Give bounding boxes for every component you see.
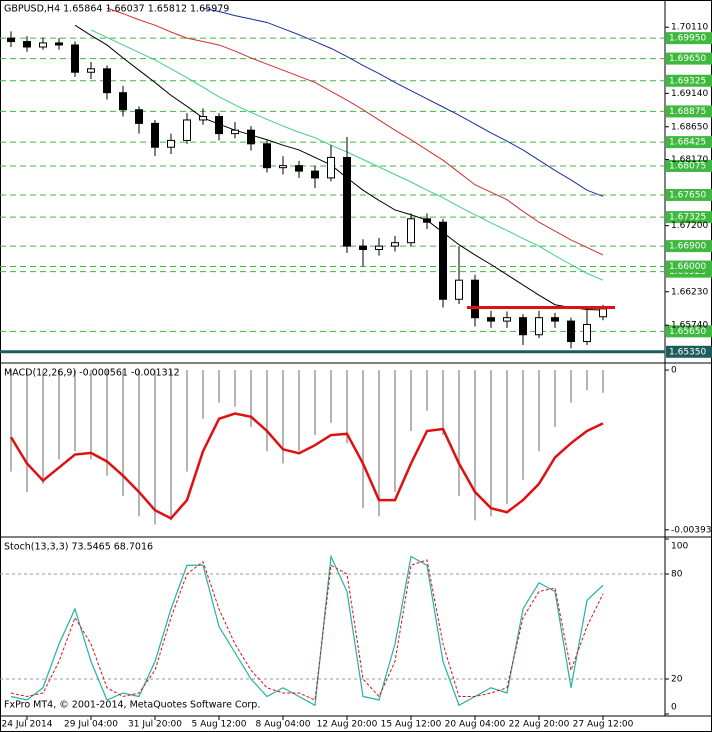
candle-body xyxy=(71,44,79,73)
candle-body xyxy=(471,279,479,319)
x-tick-label: 27 Aug 12:00 xyxy=(573,720,634,730)
level-label-box xyxy=(666,240,712,253)
x-tick-label: 12 Aug 20:00 xyxy=(317,720,378,730)
y-tick-label: 1.68170 xyxy=(671,155,708,165)
level-label: 1.68875 xyxy=(669,107,706,117)
level-label: 1.68075 xyxy=(669,161,706,171)
candle-body xyxy=(215,116,223,135)
y-tick-label: 20 xyxy=(671,675,683,685)
level-label: 1.68425 xyxy=(669,138,706,148)
y-tick-label: 1.68650 xyxy=(671,122,708,132)
candle-body xyxy=(503,317,511,322)
level-label-box xyxy=(666,52,712,65)
y-tick-label: 0 xyxy=(671,703,677,713)
candle-body xyxy=(295,165,303,172)
candle-body xyxy=(423,218,431,223)
level-label-box xyxy=(666,325,712,338)
candle-body xyxy=(487,317,495,322)
level-label: 1.67650 xyxy=(669,190,706,200)
y-tick-label: 100 xyxy=(671,542,688,552)
moving-average xyxy=(202,7,604,197)
moving-average xyxy=(74,24,604,311)
candle-body xyxy=(231,129,239,135)
candle-body xyxy=(599,308,607,318)
x-tick-label: 24 Jul 2014 xyxy=(2,720,53,730)
candle-body xyxy=(55,42,63,46)
level-label-box xyxy=(666,136,712,149)
candle-body xyxy=(39,42,47,48)
candle-body xyxy=(311,170,319,179)
candle-body xyxy=(279,165,287,169)
macd-title: MACD(12,26,9) -0.000561 -0.001312 xyxy=(4,368,180,379)
level-label: 1.66000 xyxy=(669,262,706,272)
symbol-title: GBPUSD,H4 1.65864 1.66037 1.65812 1.6597… xyxy=(4,4,229,15)
candle-body xyxy=(263,143,271,169)
y-tick-label: 1.70110 xyxy=(671,23,708,33)
level-label-box xyxy=(666,74,712,87)
y-tick-label: 0 xyxy=(671,366,677,376)
candle-body xyxy=(535,317,543,336)
candle-body xyxy=(183,119,191,141)
x-tick-label: 29 Jul 04:00 xyxy=(64,720,118,730)
level-label-box xyxy=(666,159,712,172)
candle-body xyxy=(391,242,399,247)
candle-body xyxy=(551,317,559,322)
support-label: 1.65350 xyxy=(669,347,706,357)
x-tick-label: 15 Aug 12:00 xyxy=(381,720,442,730)
candle-body xyxy=(343,156,351,247)
level-label: 1.67325 xyxy=(669,213,706,223)
level-label: 1.65650 xyxy=(669,327,706,337)
y-tick-label: 1.67200 xyxy=(671,221,708,231)
candle-body xyxy=(375,245,383,251)
candle-body xyxy=(135,109,143,124)
macd-signal xyxy=(9,412,604,520)
moving-average xyxy=(106,7,604,256)
candle-body xyxy=(23,41,31,48)
x-tick-label: 8 Aug 04:00 xyxy=(256,720,311,730)
candle-body xyxy=(247,129,255,145)
chart-content: 1.69950 1.69650 1.69325 1.68875 1.68425 1.680… xyxy=(0,7,712,730)
y-tick-label: 1.69140 xyxy=(671,89,708,99)
stoch-title: Stoch(13,3,3) 73.5465 68.7016 xyxy=(4,542,153,553)
candle-body xyxy=(327,156,335,179)
stoch-signal xyxy=(10,559,604,701)
level-label: 1.69650 xyxy=(669,54,706,64)
candle-body xyxy=(583,324,591,343)
support-label-box xyxy=(666,345,712,358)
stoch-main xyxy=(10,554,604,707)
candle-body xyxy=(407,218,415,244)
level-label-box xyxy=(666,211,712,224)
y-tick-label: -0.003933 xyxy=(671,525,712,535)
level-label: 1.69325 xyxy=(669,76,706,86)
candle-body xyxy=(87,68,95,73)
candle-body xyxy=(103,68,111,94)
x-tick-label: 22 Aug 20:00 xyxy=(509,720,570,730)
candle-body xyxy=(151,122,159,148)
y-tick-label: 1.66230 xyxy=(671,287,708,297)
candle-body xyxy=(519,317,527,336)
candle-body xyxy=(359,245,367,251)
candle-body xyxy=(119,92,127,111)
x-tick-label: 31 Jul 20:00 xyxy=(128,720,182,730)
x-tick-label: 5 Aug 12:00 xyxy=(192,720,247,730)
level-label-box xyxy=(666,32,712,45)
copyright: FxPro MT4, © 2001-2014, MetaQuotes Softw… xyxy=(4,700,260,711)
candle-body xyxy=(567,320,575,343)
candle-body xyxy=(167,139,175,148)
x-tick-label: 20 Aug 04:00 xyxy=(445,720,506,730)
candle-body xyxy=(455,279,463,300)
level-label-box xyxy=(666,105,712,118)
level-label: 1.69950 xyxy=(669,34,706,44)
level-label: 1.66900 xyxy=(669,242,706,252)
candle-body xyxy=(199,116,207,121)
candle-body xyxy=(439,221,447,300)
level-label-box xyxy=(666,260,712,273)
level-label-box xyxy=(666,188,712,201)
candle-body xyxy=(7,37,15,43)
y-tick-label: 80 xyxy=(671,570,683,580)
y-tick-label: 1.65740 xyxy=(671,321,708,331)
